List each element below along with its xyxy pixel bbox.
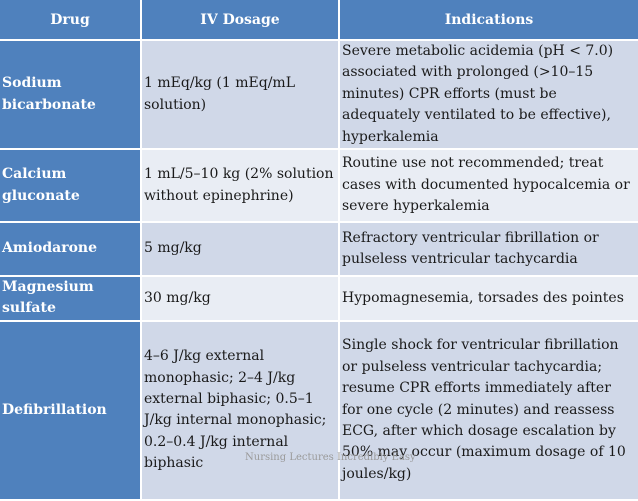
table-row: Magnesium sulfate 30 mg/kg Hypomagnesemi… bbox=[0, 276, 638, 322]
table-row: Defibrillation 4–6 J/kg external monopha… bbox=[0, 320, 638, 501]
drug-name: Sodium bicarbonate bbox=[0, 40, 142, 151]
iv-dosage: 1 mL/5–10 kg (2% solution without epinep… bbox=[141, 149, 340, 224]
indications: Refractory ventricular fibrillation or p… bbox=[339, 222, 638, 278]
indications: Single shock for ventricular fibrillatio… bbox=[339, 320, 638, 501]
table-row: Amiodarone 5 mg/kg Refractory ventricula… bbox=[0, 222, 638, 278]
drug-name: Defibrillation bbox=[0, 320, 142, 501]
header-iv-dosage: IV Dosage bbox=[141, 0, 340, 41]
table-header-row: Drug IV Dosage Indications bbox=[0, 0, 638, 41]
iv-dosage: 5 mg/kg bbox=[141, 222, 340, 278]
watermark-text: Nursing Lectures Incredibly Easy bbox=[245, 452, 416, 463]
table-row: Sodium bicarbonate 1 mEq/kg (1 mEq/mL so… bbox=[0, 40, 638, 151]
iv-dosage: 30 mg/kg bbox=[141, 276, 340, 322]
header-drug: Drug bbox=[0, 0, 142, 41]
table-row: Calcium gluconate 1 mL/5–10 kg (2% solut… bbox=[0, 149, 638, 224]
iv-dosage: 4–6 J/kg external monophasic; 2–4 J/kg e… bbox=[141, 320, 340, 501]
drug-name: Amiodarone bbox=[0, 222, 142, 278]
indications: Hypomagnesemia, torsades des pointes bbox=[339, 276, 638, 322]
header-indications: Indications bbox=[339, 0, 638, 41]
indications: Severe metabolic acidemia (pH < 7.0) ass… bbox=[339, 40, 638, 151]
drug-name: Magnesium sulfate bbox=[0, 276, 142, 322]
indications: Routine use not recommended; treat cases… bbox=[339, 149, 638, 224]
drug-name: Calcium gluconate bbox=[0, 149, 142, 224]
iv-dosage: 1 mEq/kg (1 mEq/mL solution) bbox=[141, 40, 340, 151]
